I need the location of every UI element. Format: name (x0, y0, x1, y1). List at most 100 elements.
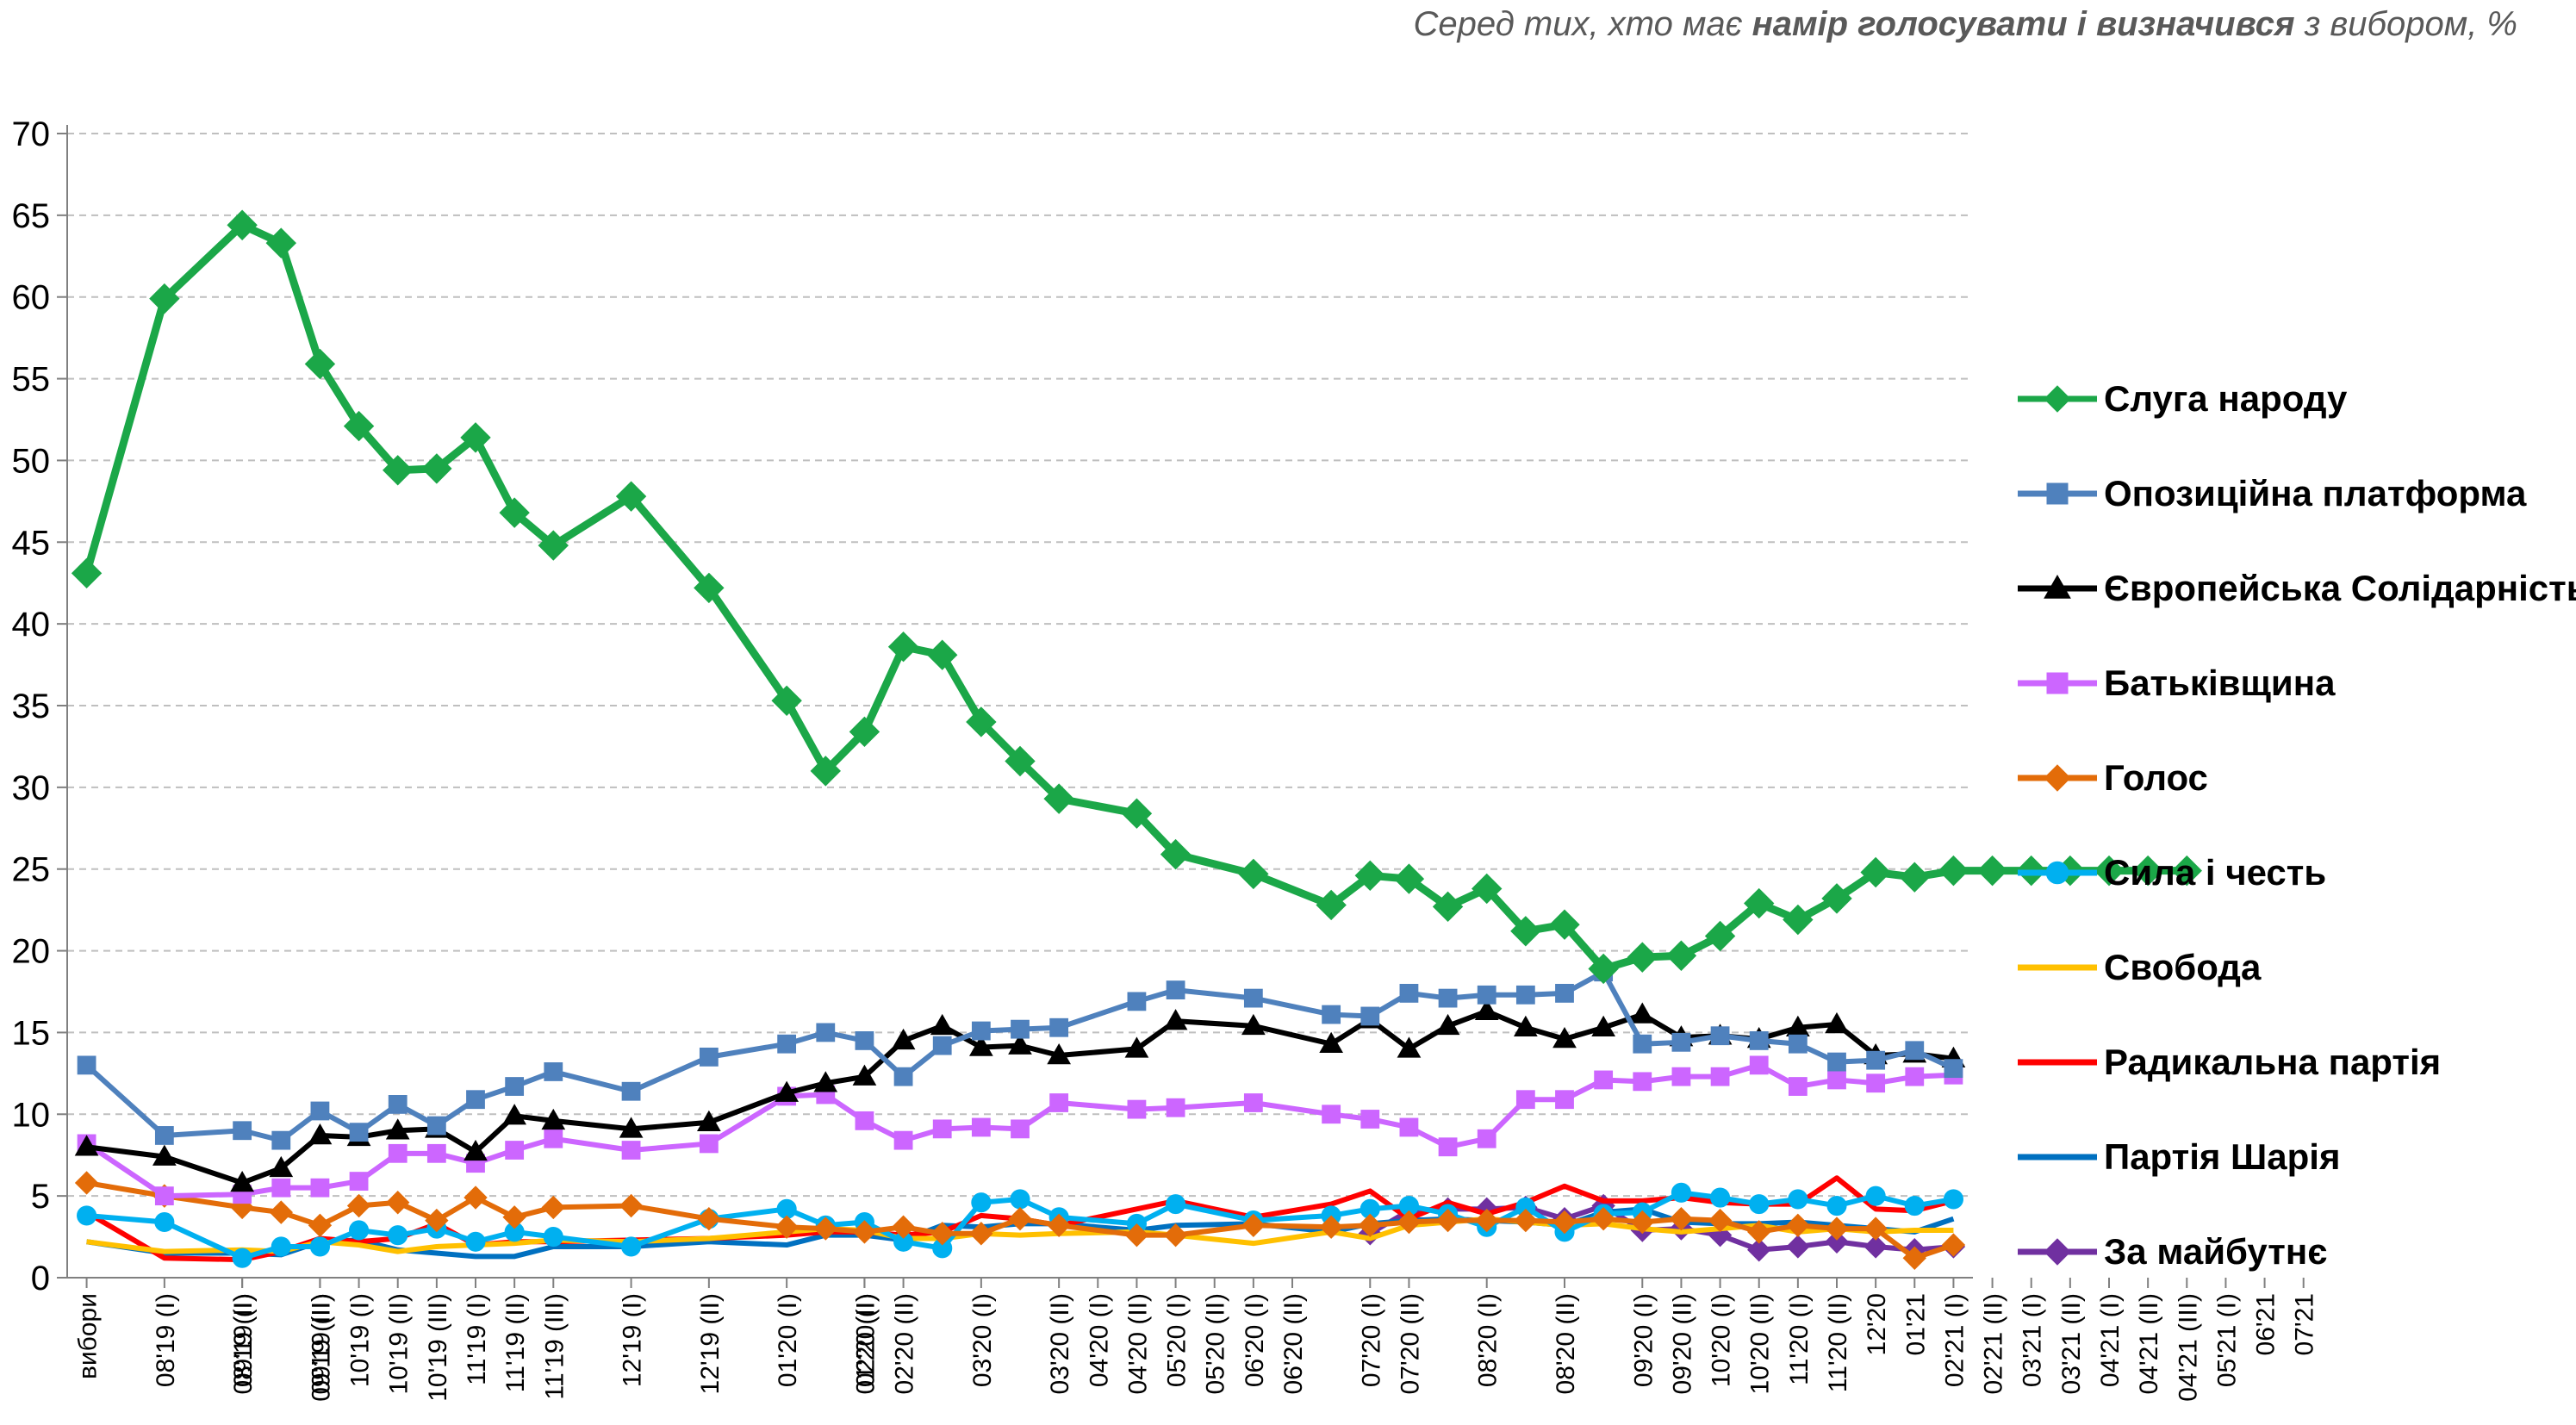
data-point (1166, 1098, 1185, 1117)
data-point (1047, 1042, 1072, 1065)
data-point (1241, 1013, 1266, 1036)
data-point (1944, 1059, 1963, 1079)
series-lines (71, 209, 2202, 1270)
data-point (1360, 1110, 1380, 1129)
x-tick-label: 04'21 (I) (2096, 1293, 2125, 1387)
data-point (893, 1130, 913, 1150)
legend-swatch (2018, 764, 2097, 792)
data-point (505, 1141, 525, 1160)
data-point (1788, 1034, 1808, 1054)
data-point (1477, 985, 1496, 1005)
x-tick-label: 04'20 (I) (1085, 1293, 1113, 1387)
data-point (544, 1129, 563, 1148)
data-point (1008, 1033, 1032, 1055)
data-point (1397, 1210, 1422, 1235)
data-point (1243, 1093, 1263, 1112)
data-point (1322, 1105, 1341, 1124)
data-point (1121, 798, 1153, 829)
data-point (1549, 909, 1580, 940)
data-point (1786, 1213, 1810, 1237)
legend-swatch (2018, 482, 2097, 505)
chart-legend: Слуга народу Опозиційна платформа Європейс… (2016, 352, 2576, 1299)
x-tick-label: 02'21 (I) (1940, 1293, 1969, 1387)
legend-item: Радикальна партія (2016, 1015, 2576, 1110)
series-line (84, 969, 1955, 1143)
data-point (696, 1110, 721, 1132)
data-point (271, 1178, 291, 1198)
data-point (932, 1119, 952, 1139)
series-4 (74, 1171, 1966, 1270)
data-point (1866, 1073, 1886, 1093)
data-point (969, 1222, 993, 1246)
data-point (425, 1208, 449, 1233)
x-tick-label: 12'20 (1863, 1293, 1891, 1355)
y-tick-label: 65 (12, 197, 51, 235)
data-point (699, 1047, 719, 1067)
x-tick-label: 10'19 (II) (385, 1293, 414, 1394)
x-tick-label: 06'21 (2252, 1293, 2280, 1355)
data-point (265, 227, 296, 258)
data-point (849, 716, 880, 748)
legend-item: За майбутнє (2016, 1204, 2576, 1299)
data-point (227, 209, 258, 240)
x-tick-label: 12'19 (II) (696, 1293, 725, 1394)
data-point (1514, 1208, 1538, 1233)
x-tick-label: 09'20 (I) (1629, 1293, 1658, 1387)
data-point (1866, 1050, 1886, 1070)
x-tick-label: 11'20 (I) (1785, 1293, 1814, 1385)
data-point (230, 1170, 255, 1192)
data-point (1588, 953, 1619, 985)
data-point (1825, 1217, 1849, 1241)
data-point (346, 1193, 371, 1218)
data-point (1905, 1067, 1925, 1086)
data-point (2171, 855, 2202, 887)
data-point (1047, 1213, 1071, 1237)
data-point (271, 1130, 291, 1150)
legend-label: За майбутнє (2104, 1231, 2328, 1272)
data-point (813, 1071, 838, 1092)
y-tick-label: 0 (31, 1260, 50, 1297)
data-point (1902, 1246, 1926, 1270)
data-point (775, 1215, 799, 1239)
data-point (1005, 745, 1036, 777)
data-point (499, 497, 530, 528)
data-point (388, 1143, 408, 1163)
data-point (349, 1172, 369, 1191)
data-point (1435, 1208, 1460, 1233)
legend-swatch (2018, 861, 2097, 885)
data-point (1671, 1182, 1691, 1203)
data-point (1432, 891, 1464, 923)
data-point (149, 283, 180, 314)
grid-lines (67, 133, 1973, 1198)
data-point (1438, 988, 1458, 1008)
x-tick-label: 12'19 (I) (619, 1293, 647, 1387)
x-tick-label: 05'21 (I) (2212, 1293, 2241, 1387)
legend-swatch (2018, 1154, 2097, 1161)
data-point (1708, 1208, 1733, 1233)
legend-swatch (2018, 672, 2097, 694)
data-point (1865, 1185, 1886, 1206)
data-point (1627, 942, 1658, 973)
series-2 (74, 999, 1966, 1192)
x-tick-label: 10'20 (II) (1746, 1293, 1775, 1394)
data-point (1710, 1026, 1730, 1046)
legend-label: Партія Шарія (2104, 1136, 2341, 1177)
data-point (1397, 1036, 1422, 1058)
data-point (1941, 1233, 1966, 1257)
x-tick-label: вибори (74, 1293, 103, 1379)
legend-swatch (2018, 1238, 2097, 1266)
data-point (1788, 1189, 1808, 1210)
data-point (1749, 1055, 1769, 1075)
data-point (464, 1139, 488, 1161)
data-point (1788, 1077, 1808, 1096)
data-point (697, 1206, 721, 1231)
data-point (74, 1135, 99, 1156)
legend-item: Батьківщина (2016, 636, 2576, 731)
data-point (966, 706, 997, 737)
y-tick-label: 10 (12, 1096, 51, 1134)
data-point (1938, 855, 1969, 887)
data-point (1826, 1195, 1847, 1217)
data-point (855, 1031, 874, 1050)
data-point (269, 1200, 293, 1224)
data-point (1825, 1011, 1849, 1034)
